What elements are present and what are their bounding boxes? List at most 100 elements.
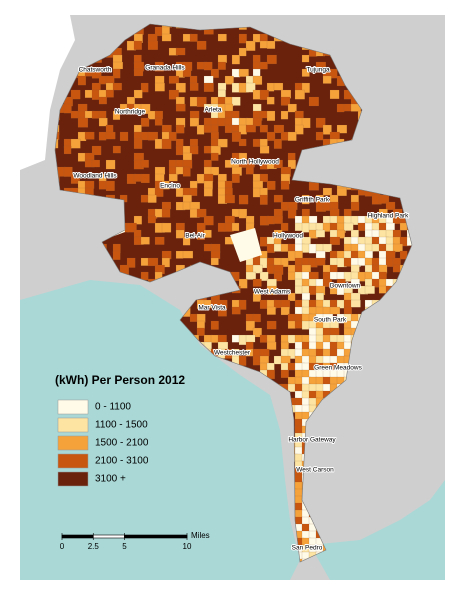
- tract: [238, 334, 247, 345]
- tract: [322, 75, 332, 84]
- tract: [112, 68, 121, 79]
- scale-segment: [92, 534, 125, 539]
- tract: [147, 131, 158, 141]
- tract: [329, 271, 339, 280]
- tract: [203, 173, 214, 183]
- legend-swatch: [57, 471, 89, 487]
- tract: [224, 194, 235, 204]
- tract: [252, 54, 261, 63]
- scale-label: 5: [122, 542, 127, 551]
- tract: [55, 138, 59, 149]
- tract: [175, 103, 186, 112]
- tract: [287, 103, 297, 113]
- tract: [105, 159, 116, 170]
- legend-label: 1500 - 2100: [95, 438, 149, 449]
- tract: [266, 362, 275, 371]
- tract: [273, 215, 283, 224]
- tract: [70, 173, 80, 184]
- place-label: Downtown: [330, 283, 361, 290]
- legend-swatch: [57, 453, 89, 469]
- tract: [105, 180, 115, 191]
- place-label: Northridge: [115, 109, 146, 116]
- tract: [147, 215, 156, 224]
- tract: [252, 313, 261, 323]
- tract: [266, 96, 275, 105]
- tract: [182, 152, 192, 161]
- tract: [77, 117, 89, 128]
- tract: [280, 110, 289, 120]
- tract: [252, 327, 262, 338]
- tract: [350, 229, 359, 238]
- tract: [168, 173, 178, 182]
- tract: [273, 138, 282, 149]
- tract: [238, 47, 247, 57]
- tract: [294, 222, 303, 231]
- tract: [196, 173, 206, 184]
- tract: [133, 131, 142, 140]
- tract: [308, 96, 319, 107]
- tract: [126, 96, 135, 105]
- tract: [231, 173, 240, 183]
- tract: [287, 131, 297, 141]
- tract: [210, 166, 220, 176]
- tract: [154, 236, 165, 245]
- tract: [77, 152, 86, 162]
- tract: [182, 166, 191, 177]
- place-label: Mar Vista: [198, 305, 226, 312]
- tract: [350, 292, 361, 301]
- tract: [231, 124, 240, 133]
- tract: [315, 131, 324, 141]
- tract: [329, 89, 340, 99]
- tract: [154, 117, 163, 126]
- tract: [175, 229, 185, 239]
- tract: [119, 131, 129, 141]
- place-label: Harbor Gateway: [288, 437, 336, 444]
- tract: [189, 187, 198, 196]
- tract: [315, 229, 325, 238]
- ocean: [20, 280, 300, 580]
- tract: [287, 159, 296, 169]
- tract: [140, 257, 149, 266]
- tract: [189, 117, 200, 127]
- tract: [336, 187, 347, 196]
- tract: [252, 75, 263, 85]
- neighbor-county: [20, 15, 75, 170]
- tract: [280, 257, 289, 267]
- tract: [238, 299, 247, 310]
- place-label: North Hollywood: [231, 159, 279, 166]
- tract: [252, 117, 262, 127]
- tract: [273, 194, 283, 203]
- tract: [112, 82, 122, 91]
- tract: [308, 334, 317, 343]
- place-label: Granada Hills: [145, 65, 185, 72]
- tract: [385, 201, 396, 211]
- tract: [168, 89, 179, 100]
- tract: [70, 89, 81, 100]
- tract: [329, 376, 338, 386]
- tract: [322, 271, 331, 280]
- tract: [231, 131, 241, 142]
- tract: [287, 292, 296, 302]
- tract: [133, 40, 142, 50]
- tract: [343, 222, 354, 231]
- legend-label: 0 - 1100: [95, 402, 131, 413]
- tract: [245, 124, 256, 133]
- tract: [357, 250, 366, 259]
- tract: [392, 243, 403, 252]
- tract: [336, 103, 345, 113]
- tract: [294, 278, 304, 287]
- place-label: Chatsworth: [79, 67, 112, 74]
- tract: [217, 61, 226, 70]
- tract: [266, 54, 277, 65]
- legend-title: (kWh) Per Person 2012: [55, 373, 185, 387]
- tract: [196, 96, 207, 107]
- tract: [154, 173, 165, 182]
- tract: [154, 82, 165, 92]
- tract: [196, 208, 207, 218]
- tract: [203, 61, 213, 71]
- tract: [98, 117, 108, 127]
- tract: [189, 138, 198, 148]
- place-label: Arleta: [205, 107, 222, 114]
- tract: [175, 145, 184, 156]
- scale-segment: [61, 534, 94, 539]
